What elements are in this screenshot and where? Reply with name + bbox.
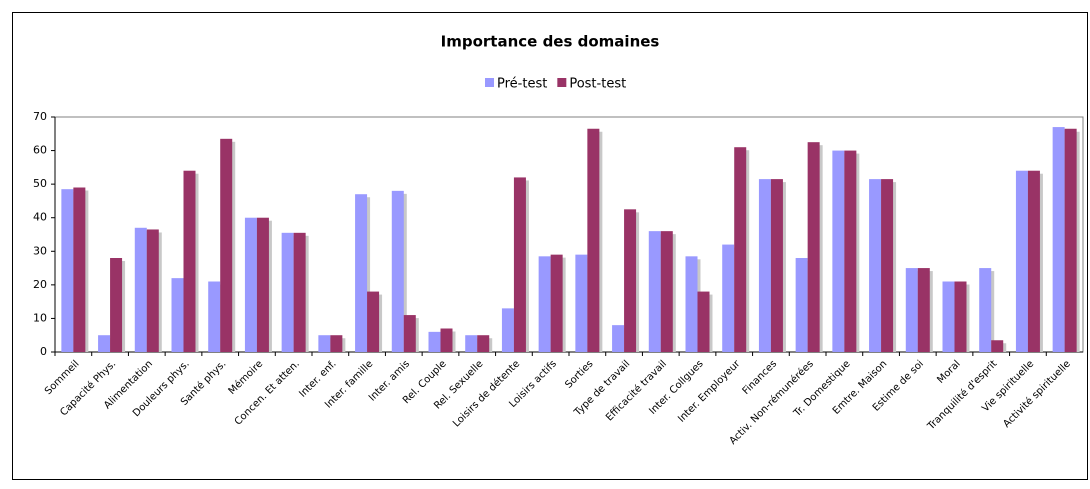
bar — [293, 232, 306, 352]
y-tick-label: 20 — [33, 278, 47, 291]
chart-title: Importance des domaines — [441, 33, 660, 51]
y-tick-label: 0 — [40, 345, 47, 358]
bar — [183, 170, 196, 352]
legend-label: Post-test — [569, 77, 626, 92]
bar — [98, 335, 111, 352]
bar — [648, 231, 661, 352]
bar — [220, 138, 233, 352]
bar — [734, 147, 747, 352]
bar — [428, 331, 441, 352]
bar — [403, 315, 416, 352]
bar — [550, 254, 563, 352]
bar — [134, 227, 147, 352]
bar — [110, 258, 123, 352]
bar — [146, 229, 159, 352]
bar — [844, 150, 857, 352]
bar — [208, 281, 221, 352]
bar — [954, 281, 967, 352]
bar — [318, 335, 331, 352]
chart-frame — [12, 12, 1088, 480]
bar — [660, 231, 673, 352]
legend-swatch — [485, 78, 494, 87]
y-tick-label: 40 — [33, 211, 47, 224]
y-tick-label: 50 — [33, 177, 47, 190]
bar — [256, 217, 269, 352]
bar — [1064, 128, 1077, 352]
bar — [1015, 170, 1028, 352]
bar — [832, 150, 845, 352]
bar — [538, 256, 551, 352]
bar — [1027, 170, 1040, 352]
bar — [73, 187, 86, 352]
bar — [575, 254, 588, 352]
bar — [391, 190, 404, 352]
bar — [991, 340, 1004, 352]
y-tick-label: 70 — [33, 110, 47, 123]
bar — [355, 194, 368, 352]
bar — [1052, 127, 1065, 352]
bar — [171, 278, 184, 352]
bar — [465, 335, 478, 352]
bar — [587, 128, 600, 352]
bar — [612, 325, 625, 352]
bar — [905, 268, 918, 352]
bar — [330, 335, 343, 352]
bar — [440, 328, 453, 352]
bar — [513, 177, 526, 352]
bar — [61, 189, 74, 352]
bar — [624, 209, 637, 352]
bar — [795, 258, 808, 352]
y-tick-label: 30 — [33, 244, 47, 257]
bar — [281, 232, 294, 352]
y-tick-label: 10 — [33, 311, 47, 324]
bar — [869, 179, 882, 352]
bar — [942, 281, 955, 352]
bar — [501, 308, 514, 352]
bar — [685, 256, 698, 352]
bar — [807, 142, 820, 352]
bar — [979, 268, 992, 352]
bar — [697, 291, 710, 352]
bar — [758, 179, 771, 352]
bar — [722, 244, 735, 352]
bar — [477, 335, 490, 352]
legend-swatch — [557, 78, 567, 87]
bar — [770, 179, 783, 352]
bar — [881, 179, 894, 352]
legend-label: Pré-test — [497, 77, 547, 92]
bar — [367, 291, 380, 352]
y-tick-label: 60 — [33, 144, 47, 157]
bar — [244, 217, 257, 352]
bar — [917, 268, 930, 352]
